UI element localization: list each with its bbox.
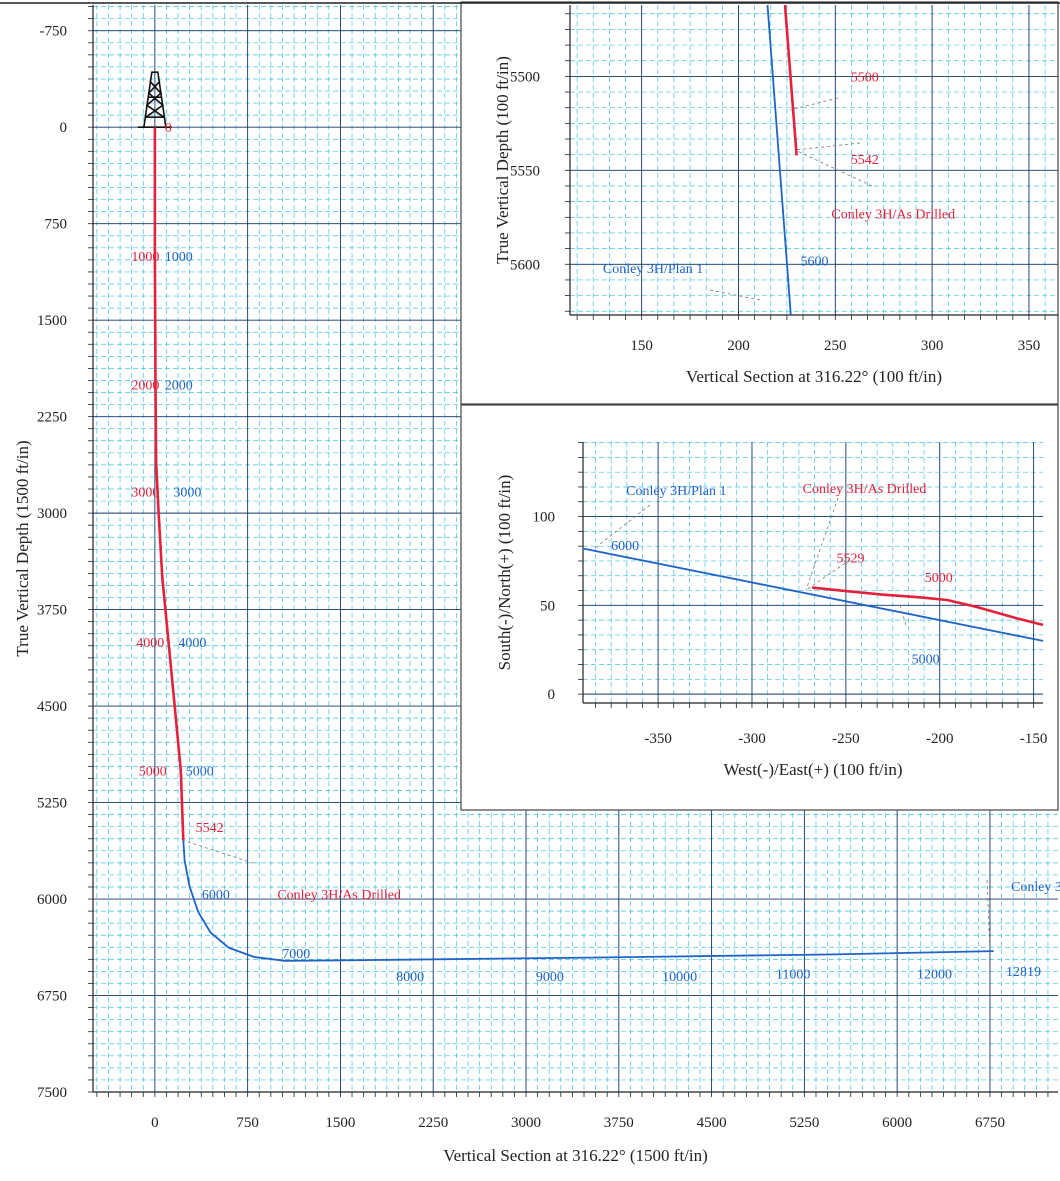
grid [583,442,1043,703]
annotation-label: Conley 3H/As Drilled [277,888,401,903]
x-tick-label: 750 [236,1115,259,1131]
annotation-label: 5000 [139,764,167,779]
leader-line [181,839,257,865]
x-tick-label: 5250 [789,1115,819,1131]
x-tick-label: 250 [824,338,847,354]
drilling-rig-icon [137,71,172,129]
x-tick-label: 200 [727,338,750,354]
annotation-label: Conley 3H/Plan 1 [603,262,703,277]
series-line-conley-3h-plan-1 [766,4,792,316]
x-tick-label: 4500 [697,1115,727,1131]
annotation-label: 1000 [165,250,193,265]
y-tick-label: 5550 [510,163,540,179]
y-axis-label: South(-)/North(+) (100 ft/in) [495,475,514,671]
x-tick-label: 3750 [604,1115,634,1131]
annotation-label: Conley 3H/As Drilled [831,208,955,223]
y-tick-label: 1500 [37,313,67,329]
x-tick-label: -200 [926,731,954,747]
x-tick-label: -350 [644,731,672,747]
annotation-label: 5600 [800,255,828,270]
annotation-label: 12000 [917,968,952,983]
leader-line [789,97,839,111]
x-tick-label: -150 [1020,731,1048,747]
annotation-label: 5529 [836,551,864,566]
annotation-label: 7000 [282,947,310,962]
annotation-label: 6000 [611,539,639,554]
annotation-label: 0 [165,121,172,136]
y-tick-label: 5250 [37,796,67,812]
x-tick-label: -250 [832,731,860,747]
annotation-label: 2000 [131,378,159,393]
series-line-conley-3h-as-drilled [153,127,185,841]
y-tick-label: 0 [60,120,68,136]
y-tick-label: 0 [548,687,556,703]
y-tick-label: 3000 [37,506,67,522]
annotation-label: 8000 [396,970,424,985]
y-tick-label: 6000 [37,892,67,908]
x-tick-label: 350 [1018,338,1041,354]
y-tick-label: 50 [540,598,555,614]
annotation-label: 3000 [131,485,159,500]
y-tick-label: -750 [40,24,68,40]
series-line-conley-3h-as-drilled [783,4,798,156]
x-axis-label: West(-)/East(+) (100 ft/in) [723,760,902,779]
annotation-label: 6000 [202,888,230,903]
x-tick-label: 6000 [882,1115,912,1131]
x-tick-label: 300 [921,338,944,354]
x-tick-label: 3000 [511,1115,541,1131]
x-tick-label: 2250 [418,1115,448,1131]
leader-line [794,142,861,151]
grid [570,5,1058,315]
y-tick-label: 750 [45,217,68,233]
annotation-label: 10000 [662,970,697,985]
y-axis-label: True Vertical Depth (100 ft/in) [493,56,512,264]
annotation-label: 2000 [165,378,193,393]
y-axis-label: True Vertical Depth (1500 ft/in) [13,440,32,656]
y-tick-label: 6750 [37,989,67,1005]
y-tick-label: 2250 [37,410,67,426]
annotation-label: 5000 [186,764,214,779]
leader-line [794,149,873,187]
annotation-label: 4000 [136,636,164,651]
annotation-label: 5500 [851,70,879,85]
annotation-label: 5000 [925,571,953,586]
x-tick-label: 1500 [325,1115,355,1131]
annotation-label: 1000 [131,250,159,265]
x-tick-label: 6750 [975,1115,1005,1131]
annotation-label: 5000 [912,653,940,668]
annotation-label: 4000 [178,636,206,651]
annotation-label: Conley 3H/Plan 1 [1011,880,1060,895]
y-tick-label: 5600 [510,257,540,273]
leader-line [805,497,839,591]
leader-line [805,559,851,591]
y-tick-label: 4500 [37,699,67,715]
series-line-conley-3h-plan-1 [182,840,994,962]
y-tick-label: 7500 [37,1085,67,1101]
annotation-label: Conley 3H/As Drilled [803,482,927,497]
x-axis-label: Vertical Section at 316.22° (1500 ft/in) [443,1146,708,1165]
annotation-label: 5542 [851,153,879,168]
chart-inset-section: 150 200 250 300 350 5500 5550 5600 Vertical Sect… [460,1,1059,405]
annotation-label: Conley 3H/Plan 1 [626,484,726,499]
x-tick-label: -300 [738,731,766,747]
x-tick-label: 0 [151,1115,159,1131]
x-axis-label: Vertical Section at 316.22° (100 ft/in) [686,367,942,386]
y-tick-label: 5500 [510,69,540,85]
chart-inset-plan-view: -350 -300 -250 -200 -150 0 50 100 West(-)/East(+… [460,404,1059,811]
annotation-label: 5542 [196,821,224,836]
leader-line [986,879,991,953]
annotation-label: 3000 [173,485,201,500]
x-tick-label: 150 [630,338,653,354]
series-line-conley-3h-as-drilled [811,586,1044,627]
annotation-label: 12819 [1006,965,1041,980]
leader-line [709,289,761,301]
annotation-label: 9000 [536,970,564,985]
y-tick-label: 100 [533,510,556,526]
series-line-conley-3h-plan-1 [582,547,1044,642]
annotation-label: 11000 [776,968,810,983]
y-tick-label: 3750 [37,603,67,619]
inset-frame [460,1,1059,405]
